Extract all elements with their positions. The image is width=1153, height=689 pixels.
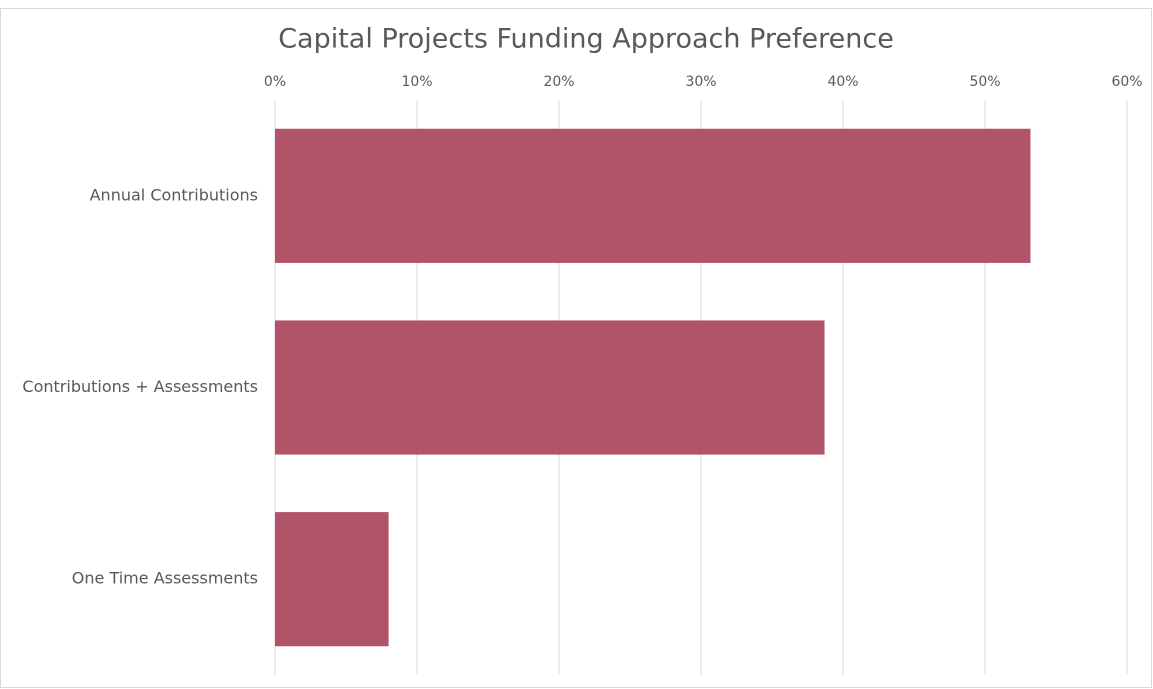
x-tick-label: 50% xyxy=(969,74,1000,90)
x-tick-label: 60% xyxy=(1111,74,1142,90)
bar xyxy=(275,128,1031,263)
x-tick-label: 20% xyxy=(543,74,574,90)
x-tick-label: 10% xyxy=(401,74,432,90)
y-tick-label: Contributions + Assessments xyxy=(22,377,258,396)
chart-border xyxy=(0,8,1152,688)
bar xyxy=(275,512,389,647)
chart-title: Capital Projects Funding Approach Prefer… xyxy=(278,24,894,55)
x-tick-label: 40% xyxy=(827,74,858,90)
bar xyxy=(275,320,825,455)
y-tick-label: Annual Contributions xyxy=(90,185,258,204)
x-tick-label: 0% xyxy=(264,74,286,90)
x-tick-label: 30% xyxy=(685,74,716,90)
y-tick-label: One Time Assessments xyxy=(72,569,258,588)
